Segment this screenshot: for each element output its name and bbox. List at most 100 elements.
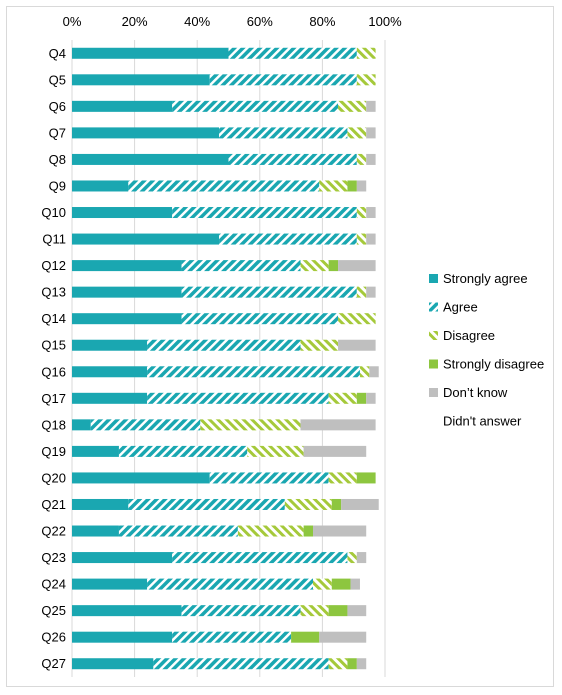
y-tick-label: Q24 [41, 577, 66, 592]
bar-segment [291, 631, 320, 643]
bar-segment [147, 339, 301, 351]
bar-segment [72, 127, 220, 139]
bar-segment [356, 392, 367, 404]
bar-segment [356, 472, 376, 484]
bar-segment [328, 658, 348, 670]
bar-segment [181, 313, 339, 325]
bar-segment [72, 100, 173, 112]
legend: Strongly agree Agree Disagree Strongly disa… [429, 271, 544, 429]
bar-segment [300, 605, 329, 617]
bar-segment [338, 100, 367, 112]
bar-segment [72, 339, 148, 351]
bar-segment [300, 339, 339, 351]
bar-segment [128, 180, 320, 192]
bar-segment [338, 339, 376, 351]
y-tick-label: Q18 [41, 417, 66, 432]
bar-segment [328, 260, 339, 272]
x-tick-label: 0% [63, 14, 82, 29]
bar-segment [319, 180, 348, 192]
bar-segment [72, 631, 173, 643]
bar-segment [366, 127, 376, 139]
bar-segment [228, 47, 357, 59]
legend-label: Strongly disagree [443, 357, 544, 372]
y-tick-label: Q4 [49, 46, 66, 61]
bar-segment [313, 525, 367, 537]
bar-segment [366, 153, 376, 165]
bar-segment [300, 419, 376, 431]
legend-swatch [429, 388, 438, 397]
legend-label: Strongly agree [443, 271, 528, 286]
bar-segment [72, 498, 129, 510]
bar-segment [366, 100, 376, 112]
bar-segment [118, 525, 238, 537]
bar-segment [303, 525, 314, 537]
bar-segment [341, 498, 379, 510]
y-tick-label: Q6 [49, 99, 66, 114]
bar-segment [356, 74, 376, 86]
bar-segment [72, 233, 220, 245]
gridlines [71, 40, 386, 677]
bar-segment [366, 392, 376, 404]
legend-label: Agree [443, 300, 478, 315]
y-tick-label: Q13 [41, 285, 66, 300]
legend-label: Disagree [443, 328, 495, 343]
bar-segment [72, 74, 210, 86]
legend-swatch [429, 359, 438, 369]
bar-segment [356, 658, 367, 670]
x-tick-label: 20% [122, 14, 148, 29]
bars [72, 47, 379, 670]
bar-segment [153, 658, 329, 670]
y-tick-label: Q21 [41, 497, 66, 512]
bar-segment [72, 180, 129, 192]
bar-segment [328, 392, 357, 404]
y-tick-label: Q27 [41, 656, 66, 671]
bar-segment [359, 366, 370, 378]
bar-segment [347, 605, 367, 617]
bar-segment [72, 392, 148, 404]
bar-segment [72, 313, 182, 325]
legend-swatch [429, 302, 438, 312]
bar-segment [331, 498, 342, 510]
y-tick-label: Q16 [41, 364, 66, 379]
bar-segment [172, 100, 339, 112]
bar-segment [303, 445, 367, 457]
y-tick-label: Q15 [41, 338, 66, 353]
bar-segment [284, 498, 332, 510]
chart-frame [6, 6, 554, 687]
y-tick-label: Q7 [49, 125, 66, 140]
y-tick-label: Q20 [41, 470, 66, 485]
y-tick-label: Q23 [41, 550, 66, 565]
x-tick-label: 80% [309, 14, 335, 29]
legend-label: Didn't answer [443, 414, 522, 429]
bar-segment [247, 445, 304, 457]
bar-segment [147, 392, 329, 404]
bar-segment [72, 419, 91, 431]
legend-label: Don’t know [443, 385, 508, 400]
y-tick-label: Q11 [42, 232, 66, 247]
y-tick-label: Q5 [49, 72, 66, 87]
bar-segment [356, 552, 367, 564]
bar-segment [350, 578, 360, 590]
bar-segment [347, 127, 367, 139]
y-tick-label: Q26 [41, 630, 66, 645]
bar-segment [366, 233, 376, 245]
bar-segment [72, 153, 229, 165]
bar-segment [313, 578, 332, 590]
bar-segment [172, 552, 348, 564]
bar-segment [328, 605, 348, 617]
bar-segment [347, 180, 357, 192]
bar-segment [331, 578, 351, 590]
bar-segment [118, 445, 248, 457]
y-tick-label: Q22 [41, 524, 66, 539]
bar-segment [356, 153, 367, 165]
bar-segment [72, 578, 148, 590]
bar-segment [172, 631, 292, 643]
bar-segment [356, 47, 376, 59]
y-tick-label: Q19 [41, 444, 66, 459]
bar-segment [366, 207, 376, 219]
bar-segment [181, 286, 357, 298]
bar-segment [209, 74, 357, 86]
bar-segment [356, 286, 367, 298]
x-tick-label: 60% [247, 14, 273, 29]
